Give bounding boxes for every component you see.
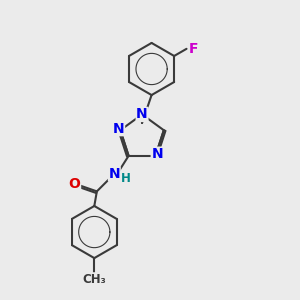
Text: N: N [136,107,148,122]
Text: H: H [121,172,130,185]
Text: CH₃: CH₃ [82,273,106,286]
Text: N: N [151,147,163,161]
Text: N: N [113,122,124,136]
Text: F: F [189,42,198,56]
Text: N: N [109,167,120,181]
Text: O: O [69,177,80,191]
